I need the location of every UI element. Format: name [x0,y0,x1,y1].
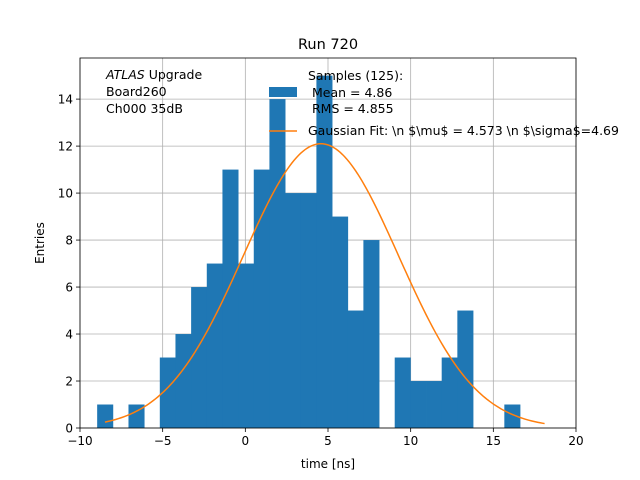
legend-samples-title: Samples (125): [308,68,403,83]
histogram-bar [410,381,427,428]
histogram-bar [363,240,380,428]
x-tick-label: 5 [324,434,332,448]
y-tick-label: 6 [65,281,73,295]
x-tick-label: 10 [403,434,418,448]
x-axis-ticks: −10 −5 0 5 10 15 20 [67,428,584,448]
x-axis-label: time [ns] [301,457,355,471]
x-tick-label: 0 [242,434,250,448]
y-tick-label: 4 [65,328,73,342]
gaussian-fit-line [104,142,545,425]
histogram-bar [300,193,317,428]
histogram-bar [97,404,114,428]
y-tick-label: 14 [58,93,73,107]
annotation-channel: Ch000 35dB [106,101,183,116]
annotation-upgrade: Upgrade [145,67,203,82]
legend-fit-label: Gaussian Fit: \n $\mu$ = 4.573 \n $\sigm… [308,123,619,138]
y-tick-label: 8 [65,234,73,248]
histogram-bar [191,287,208,428]
histogram-bar [394,357,411,428]
histogram-bar [332,216,349,428]
y-tick-label: 0 [65,422,73,436]
x-tick-label: 15 [486,434,501,448]
histogram-bar [222,169,239,429]
y-tick-label: 10 [58,187,73,201]
histogram-bar [159,357,176,428]
y-axis-ticks: 0 2 4 6 8 10 12 14 [58,93,80,436]
histogram-bar [285,193,302,428]
annotation-text: ATLAS Upgrade [105,67,202,82]
histogram-bar [316,75,333,428]
histogram-bar [347,310,364,428]
histogram-bar [504,404,521,428]
x-tick-label: −10 [67,434,92,448]
legend-patch-samples [269,87,297,97]
legend-samples-mean: Mean = 4.86 [308,85,392,100]
x-tick-label: 20 [568,434,583,448]
chart-title: Run 720 [298,37,358,53]
y-axis-label: Entries [33,222,47,264]
histogram-bars [97,75,521,429]
histogram-bar [441,357,458,428]
histogram-bar [457,310,474,428]
y-tick-label: 2 [65,375,73,389]
histogram-bar [175,334,192,428]
annotation-board: Board260 [106,84,167,99]
histogram-bar [426,381,443,428]
histogram-bar [253,169,270,429]
histogram-bar [128,404,145,428]
histogram-bar [238,263,255,428]
legend-samples-rms: RMS = 4.855 [308,101,394,116]
y-tick-label: 12 [58,140,73,154]
histogram-bar [269,99,286,428]
x-tick-label: −5 [154,434,172,448]
histogram-bar [206,263,223,428]
legend: Samples (125): Mean = 4.86 RMS = 4.855 G… [269,68,619,138]
annotation-atlas: ATLAS [105,67,145,82]
